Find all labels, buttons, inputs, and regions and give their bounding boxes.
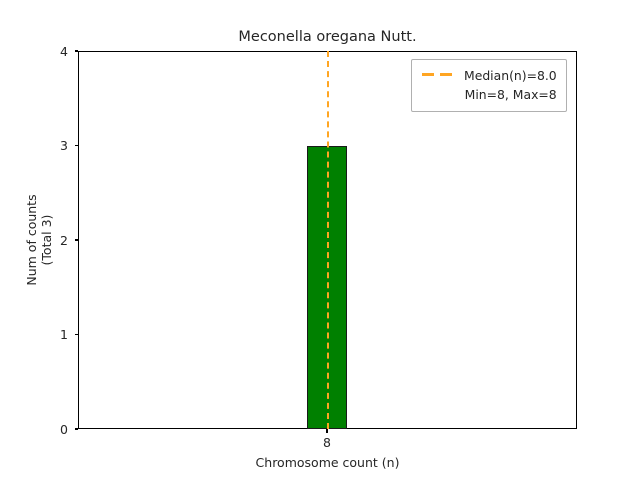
y-tick-mark xyxy=(74,239,78,241)
y-tick-label: 3 xyxy=(60,138,68,153)
y-tick-mark xyxy=(74,50,78,52)
y-tick-mark xyxy=(74,333,78,336)
legend-minmax-label: Min=8, Max=8 xyxy=(464,87,557,102)
median-line xyxy=(327,51,329,429)
legend-entry-label: Median(n)=8.0 Min=8, Max=8 xyxy=(464,66,557,104)
y-tick-label: 0 xyxy=(60,421,68,437)
y-tick-label: 4 xyxy=(60,43,68,59)
x-axis-label: Chromosome count (n) xyxy=(255,455,400,470)
chart-title: Meconella oregana Nutt. xyxy=(238,29,417,45)
y-tick-label: 2 xyxy=(60,232,68,248)
y-tick-label: 1 xyxy=(60,327,68,342)
x-tick-mark xyxy=(326,429,328,433)
median-line-legend-icon xyxy=(421,66,455,83)
legend-median-label: Median(n)=8.0 xyxy=(464,68,557,83)
x-tick-label: 8 xyxy=(323,435,331,450)
y-tick-mark xyxy=(74,428,78,430)
y-tick-mark xyxy=(74,144,78,147)
legend: Median(n)=8.0 Min=8, Max=8 xyxy=(411,59,567,112)
